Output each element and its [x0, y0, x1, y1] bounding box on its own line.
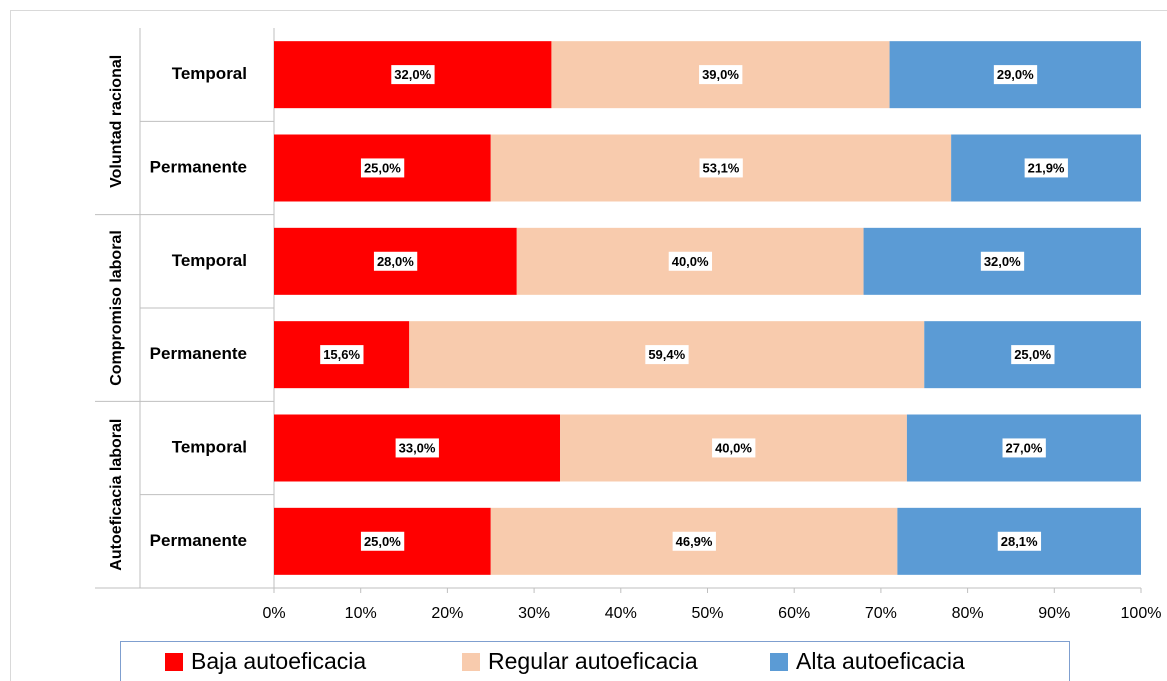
legend-swatch: [770, 653, 788, 671]
group-label: Autoeficacia laboral: [108, 419, 125, 571]
value-label-bg: [997, 531, 1042, 551]
x-tick-label: 90%: [1038, 605, 1070, 622]
chart-border: [10, 10, 1167, 681]
group-label: Compromiso laboral: [108, 230, 125, 386]
value-label-bg: [373, 251, 418, 271]
category-label: Temporal: [172, 437, 247, 456]
value-label: 21,9%: [1028, 160, 1065, 175]
group-label: Voluntad racional: [108, 55, 125, 188]
value-label: 25,0%: [364, 160, 401, 175]
value-label: 15,6%: [323, 347, 360, 362]
legend-label: Alta autoeficacia: [796, 648, 965, 674]
value-label-bg: [1011, 345, 1055, 365]
legend-swatch: [165, 653, 183, 671]
value-label-bg: [712, 438, 756, 458]
value-label: 25,0%: [364, 534, 401, 549]
legend-label: Baja autoeficacia: [191, 648, 366, 674]
x-tick-label: 100%: [1121, 605, 1162, 622]
value-label: 27,0%: [1006, 440, 1043, 455]
value-label-bg: [668, 251, 713, 271]
x-tick-label: 80%: [952, 605, 984, 622]
category-label: Temporal: [172, 64, 247, 83]
legend-label: Regular autoeficacia: [488, 648, 698, 674]
value-label: 46,9%: [676, 534, 713, 549]
value-label-bg: [1002, 438, 1046, 458]
value-label-bg: [980, 251, 1025, 271]
value-label: 33,0%: [399, 440, 436, 455]
x-tick-label: 30%: [518, 605, 550, 622]
value-label: 28,1%: [1001, 534, 1038, 549]
x-tick-label: 40%: [605, 605, 637, 622]
value-label-bg: [1024, 158, 1068, 178]
value-label: 53,1%: [703, 160, 740, 175]
value-label: 25,0%: [1014, 347, 1051, 362]
value-label: 29,0%: [997, 67, 1034, 82]
value-label-bg: [360, 531, 405, 551]
value-label-bg: [645, 345, 689, 365]
value-label-bg: [391, 65, 435, 85]
value-label-bg: [395, 438, 439, 458]
value-label-bg: [993, 65, 1038, 85]
x-tick-label: 20%: [431, 605, 463, 622]
value-label: 28,0%: [377, 254, 414, 269]
category-label: Permanente: [150, 344, 247, 363]
value-label: 40,0%: [715, 440, 752, 455]
value-label-bg: [699, 65, 743, 85]
x-tick-label: 70%: [865, 605, 897, 622]
value-label-bg: [672, 531, 716, 551]
legend-box: [120, 641, 1070, 681]
category-label: Permanente: [150, 531, 247, 550]
value-label-bg: [360, 158, 405, 178]
value-label: 40,0%: [672, 254, 709, 269]
value-label: 59,4%: [648, 347, 685, 362]
value-label-bg: [699, 158, 743, 178]
category-label: Temporal: [172, 251, 247, 270]
legend-swatch: [462, 653, 480, 671]
value-label: 39,0%: [702, 67, 739, 82]
category-label: Permanente: [150, 157, 247, 176]
x-tick-label: 60%: [778, 605, 810, 622]
value-label: 32,0%: [984, 254, 1021, 269]
x-tick-label: 0%: [262, 605, 285, 622]
x-tick-label: 50%: [691, 605, 723, 622]
x-tick-label: 10%: [345, 605, 377, 622]
value-label: 32,0%: [394, 67, 431, 82]
value-label-bg: [320, 345, 364, 365]
